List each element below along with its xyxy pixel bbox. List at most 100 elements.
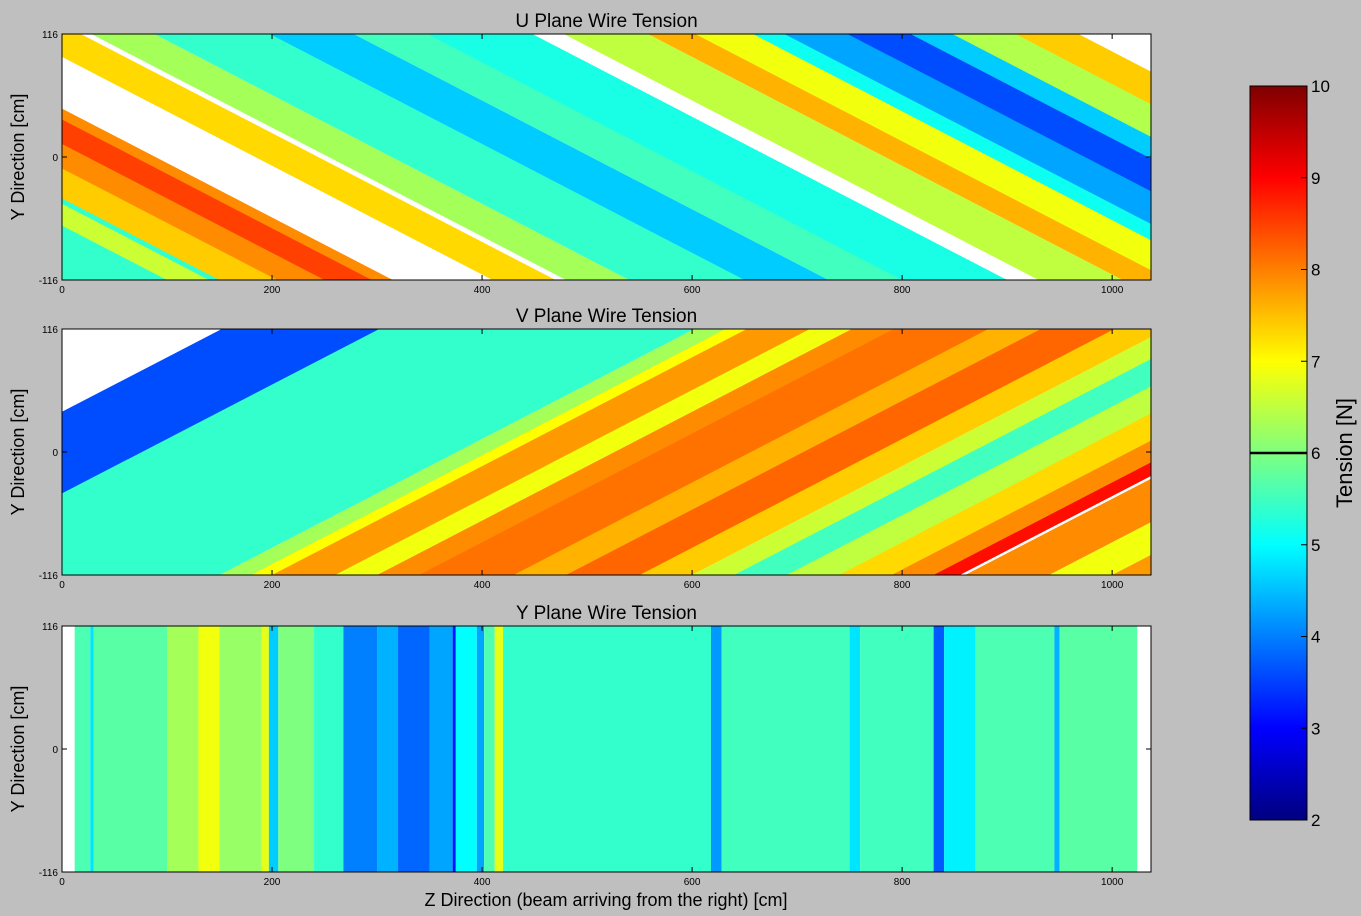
colorbar-tick-label: 7 <box>1311 352 1320 371</box>
wire-band <box>933 626 945 872</box>
wire-band <box>1059 626 1138 872</box>
wire-band <box>1112 554 1151 575</box>
wire-band <box>314 626 344 872</box>
wire-bands <box>62 329 1151 575</box>
wire-band <box>839 413 1151 575</box>
wire-band <box>377 329 905 575</box>
wire-band <box>476 626 485 872</box>
y-tick-label: 116 <box>42 30 58 41</box>
wire-band <box>74 626 91 872</box>
y-tick-label: -116 <box>39 868 59 879</box>
wire-bands <box>62 34 1151 280</box>
colorbar-label: Tension [N] <box>1332 398 1357 508</box>
wire-bands <box>74 626 1138 872</box>
x-tick-label: 1000 <box>1101 285 1124 296</box>
x-tick-label: 400 <box>474 285 491 296</box>
colorbar-tick-label: 5 <box>1311 536 1320 555</box>
y-axis-label: Y Direction [cm] <box>8 94 28 221</box>
panel-title: V Plane Wire Tension <box>516 306 697 327</box>
x-tick-label: 200 <box>264 285 281 296</box>
wire-band <box>261 626 269 872</box>
x-tick-label: 0 <box>59 877 65 888</box>
x-tick-label: 0 <box>59 285 65 296</box>
wire-band <box>639 329 1151 575</box>
x-tick-label: 600 <box>684 285 701 296</box>
y-axis-label: Y Direction [cm] <box>8 686 28 813</box>
wire-band <box>167 626 199 872</box>
x-tick-label: 800 <box>894 877 911 888</box>
wire-band <box>952 34 1151 137</box>
wire-band <box>944 626 976 872</box>
wire-band <box>484 626 495 872</box>
x-tick-label: 200 <box>264 580 281 591</box>
wire-band <box>268 626 279 872</box>
wire-band <box>343 626 378 872</box>
colorbar-tick-label: 3 <box>1311 719 1320 738</box>
y-tick-label: -116 <box>39 571 59 582</box>
wire-band <box>219 329 737 575</box>
x-tick-label: 400 <box>474 877 491 888</box>
x-tick-label: 1000 <box>1101 877 1124 888</box>
wire-band <box>419 329 1010 575</box>
wire-band <box>710 626 722 872</box>
y-tick-label: 0 <box>52 448 58 459</box>
wire-band <box>692 337 1151 575</box>
wire-band <box>891 440 1151 575</box>
wire-band <box>513 329 1052 575</box>
wire-band <box>933 462 1151 575</box>
wire-band <box>62 34 556 280</box>
wire-band <box>62 329 695 575</box>
wire-band <box>784 34 1151 224</box>
wire-band <box>269 34 829 280</box>
wire-band <box>1054 626 1060 872</box>
wire-band <box>563 34 1123 280</box>
colorbar: 2 3 4 5 6 7 8 9 10 Tension [N] <box>1249 77 1357 830</box>
wire-band <box>734 358 1151 575</box>
y-tick-label: 0 <box>52 153 58 164</box>
colorbar-tick-label: 10 <box>1311 77 1330 96</box>
wire-band <box>398 626 430 872</box>
wire-band <box>1015 34 1151 105</box>
x-tick-label: 800 <box>894 580 911 591</box>
x-tick-label: 600 <box>684 580 701 591</box>
wire-band <box>752 34 1151 241</box>
wire-band <box>849 626 861 872</box>
wire-band <box>1049 522 1151 575</box>
colorbar-tick-label: 4 <box>1311 628 1320 647</box>
wire-band <box>62 203 210 280</box>
wire-band <box>427 34 1008 280</box>
wire-band <box>566 329 1125 575</box>
y-tick-label: 0 <box>52 745 58 756</box>
colorbar-tick-label: 9 <box>1311 169 1320 188</box>
x-tick-label: 600 <box>684 877 701 888</box>
wire-band <box>335 329 852 575</box>
wire-band <box>647 34 1151 280</box>
wire-band <box>353 34 924 280</box>
colorbar-tick-label: 8 <box>1311 261 1320 280</box>
figure-x-axis-label: Z Direction (beam arriving from the righ… <box>424 890 787 910</box>
wire-band <box>860 626 934 872</box>
x-tick-label: 800 <box>894 285 911 296</box>
wire-band <box>695 34 1151 271</box>
y-tick-label: 116 <box>42 325 58 336</box>
y-axis-label: Y Direction [cm] <box>8 389 28 516</box>
x-tick-label: 200 <box>264 877 281 888</box>
y-tick-label: -116 <box>39 276 59 287</box>
wire-band <box>455 626 477 872</box>
wire-band <box>62 119 372 280</box>
wire-band <box>910 34 1151 159</box>
colorbar-tick-label: 6 <box>1311 444 1320 463</box>
wire-band <box>429 626 453 872</box>
wire-band <box>975 626 1055 872</box>
x-tick-label: 0 <box>59 580 65 591</box>
wire-band <box>452 626 456 872</box>
panel-title: Y Plane Wire Tension <box>516 603 697 624</box>
x-tick-label: 400 <box>474 580 491 591</box>
wire-band <box>62 108 393 280</box>
wire-band <box>494 626 504 872</box>
wire-band <box>786 386 1151 575</box>
wire-band <box>847 34 1151 192</box>
